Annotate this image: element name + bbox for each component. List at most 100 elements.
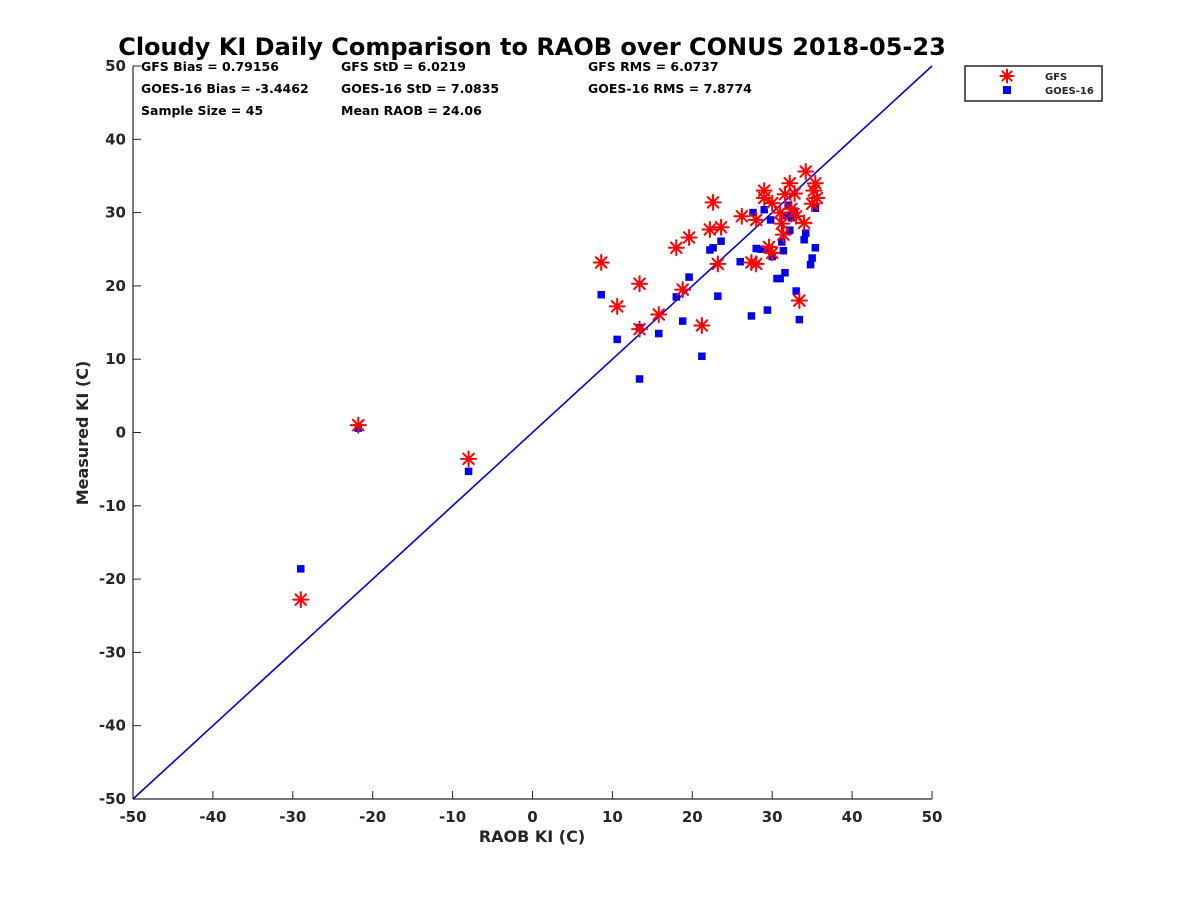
gfs-point: [650, 305, 668, 323]
gfs-point: [733, 207, 751, 225]
gfs-point: [592, 253, 610, 271]
goes16-point: [802, 229, 810, 237]
legend-label: GFS: [1045, 72, 1067, 83]
gfs-point: [709, 255, 727, 273]
gfs-point: [460, 450, 478, 468]
gfs-point: [701, 220, 719, 238]
x-tick-label: -40: [199, 808, 226, 826]
legend-gfs-marker: [999, 68, 1015, 84]
x-tick-label: 10: [602, 808, 623, 826]
stat-label: Sample Size = 45: [141, 103, 263, 118]
gfs-point: [704, 193, 722, 211]
x-tick-label: 20: [682, 808, 703, 826]
legend-label: GOES-16: [1045, 86, 1094, 97]
plot-area: -50 -40 -30 -20 -10 0 10 20 30 40 50 -50 -40 -30 -20 -1…: [99, 57, 943, 826]
gfs-point: [747, 255, 765, 273]
goes16-point: [717, 237, 725, 245]
goes16-point: [786, 226, 794, 234]
goes16-point: [776, 274, 784, 283]
x-tick-label: 0: [527, 808, 537, 826]
gfs-point: [771, 204, 789, 222]
stat-label: Mean RAOB = 24.06: [341, 103, 482, 118]
goes16-point: [714, 292, 722, 300]
gfs-point: [797, 163, 815, 181]
x-tick-label: -20: [359, 808, 386, 826]
gfs-point: [631, 275, 649, 293]
goes16-point: [779, 246, 788, 255]
goes16-point: [778, 238, 786, 246]
stat-label: GOES-16 RMS = 7.8774: [588, 81, 752, 96]
x-tick-label: 30: [762, 808, 783, 826]
x-tick-label: -10: [439, 808, 466, 826]
goes16-point: [749, 208, 757, 217]
gfs-point: [790, 292, 808, 310]
goes16-point: [736, 257, 744, 266]
y-tick-label: -30: [99, 643, 126, 661]
goes16-point: [808, 254, 816, 262]
goes16-point: [766, 216, 775, 224]
gfs-point: [763, 244, 781, 262]
legend: GFS GOES-16: [964, 65, 1103, 102]
x-axis-label: RAOB KI (C): [479, 827, 585, 846]
gfs-point: [808, 189, 826, 207]
goes16-point: [760, 205, 768, 214]
one-to-one-line: [132, 65, 933, 800]
legend-goes16-marker: [1003, 86, 1011, 94]
y-tick-label: 10: [105, 350, 126, 368]
x-tick-label: 40: [842, 808, 863, 826]
gfs-point: [349, 416, 367, 434]
goes16-point: [800, 235, 808, 244]
gfs-point: [693, 316, 711, 334]
goes16-point: [806, 260, 815, 269]
goes16-point: [781, 268, 789, 277]
gfs-point: [773, 215, 791, 233]
goes16-point: [763, 306, 772, 314]
gfs-point: [292, 591, 310, 609]
goes16-point: [757, 245, 765, 253]
gfs-point: [763, 194, 781, 212]
y-tick-label: 30: [105, 204, 126, 222]
gfs-point: [608, 297, 626, 315]
y-tick-label: -40: [99, 717, 126, 735]
goes16-point: [747, 312, 756, 320]
gfs-point: [786, 185, 804, 203]
goes16-point: [464, 467, 473, 476]
goes16-point: [654, 329, 663, 338]
gfs-point: [795, 214, 813, 232]
gfs-point: [747, 211, 765, 229]
legend-box: [964, 65, 1103, 102]
goes16-point: [709, 244, 717, 252]
stat-label: GOES-16 StD = 7.0835: [341, 81, 499, 96]
gfs-point: [774, 226, 792, 244]
goes16-point: [811, 244, 820, 252]
x-tick-label: -30: [279, 808, 306, 826]
x-tick-label: 50: [922, 808, 943, 826]
y-tick-label: -10: [99, 497, 126, 515]
goes16-point: [672, 293, 681, 301]
y-tick-label: -20: [99, 570, 126, 588]
goes16-point: [635, 375, 644, 383]
goes16-point: [792, 287, 800, 295]
stat-label: GFS RMS = 6.0737: [588, 59, 719, 74]
gfs-point: [806, 174, 824, 192]
gfs-point: [712, 218, 730, 236]
y-tick-label: 40: [105, 130, 126, 148]
goes16-point: [782, 211, 791, 220]
goes16-point: [613, 335, 621, 344]
stat-label: GFS Bias = 0.79156: [141, 59, 279, 74]
y-tick-label: 0: [116, 424, 126, 442]
gfs-point: [667, 239, 685, 257]
y-tick-label: -50: [99, 790, 126, 808]
goes16-point: [787, 213, 796, 222]
y-axis-label: Measured KI (C): [73, 361, 92, 506]
goes16-point: [752, 244, 760, 253]
goes16-point: [795, 315, 804, 324]
goes16-point: [685, 273, 693, 281]
y-tick-label: 50: [105, 57, 126, 75]
gfs-point: [674, 281, 692, 299]
goes16-point: [297, 565, 305, 573]
gfs-point: [680, 229, 698, 247]
stat-label: GFS StD = 6.0219: [341, 59, 466, 74]
